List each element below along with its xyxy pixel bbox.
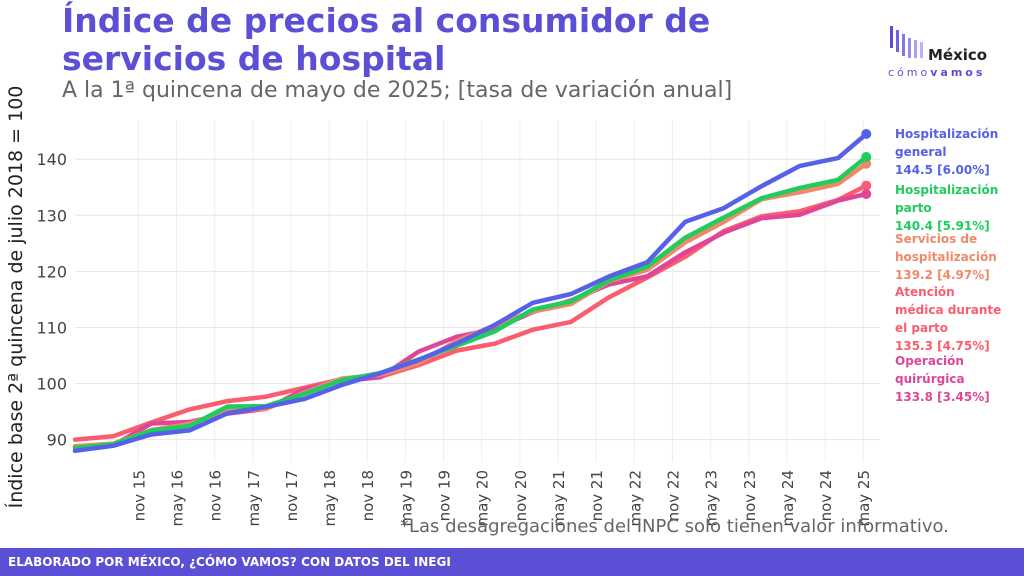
x-tick-label: nov 22 <box>664 470 682 521</box>
legend-value-label: 133.8 [3.45%] <box>895 390 990 404</box>
legend-series-name: Hospitalización general <box>895 127 998 159</box>
x-tick-label: may 22 <box>626 470 644 527</box>
footnote: *Las desagregaciones del INPC solo tiene… <box>400 516 949 537</box>
footer-text: ELABORADO POR MÉXICO, ¿CÓMO VAMOS? CON D… <box>8 555 451 569</box>
x-tick-label: nov 24 <box>817 470 835 521</box>
series-line <box>72 131 869 454</box>
footer-bar: ELABORADO POR MÉXICO, ¿CÓMO VAMOS? CON D… <box>0 548 1024 576</box>
x-tick-label: may 19 <box>397 470 415 527</box>
x-tick-label: may 18 <box>321 470 339 527</box>
legend-value-label: 135.3 [4.75%] <box>895 339 990 353</box>
x-tick-label: nov 21 <box>588 470 606 521</box>
x-tick-label: nov 23 <box>741 470 759 521</box>
y-tick-label: 140 <box>36 150 67 169</box>
legend-series-name: Servicios de hospitalización <box>895 232 997 264</box>
series-end-point <box>861 152 872 163</box>
legend-entry: Operación quirúrgica 133.8 [3.45%] <box>895 354 990 404</box>
legend-entry: Atención médica durante el parto 135.3 [4.7… <box>895 285 1001 353</box>
legend-series-name: Hospitalización parto <box>895 183 998 215</box>
legend-series-name: Operación quirúrgica <box>895 354 965 386</box>
series-end-point <box>861 129 872 140</box>
logo-text-como-vamos: cómovamos <box>888 66 986 79</box>
series-end-point <box>861 189 872 200</box>
chart-title: Índice de precios al consumidor de servi… <box>62 1 711 78</box>
y-tick-label: 130 <box>36 206 67 225</box>
series-lines <box>72 129 872 454</box>
legend-value-label: 144.5 [6.00%] <box>895 163 990 177</box>
x-tick-label: may 25 <box>855 470 873 527</box>
series-line <box>72 154 869 451</box>
x-tick-label: may 20 <box>474 470 492 527</box>
y-axis-ticks: 90 100 110 120 130 140 <box>36 150 67 449</box>
series-end-point <box>861 180 872 191</box>
x-tick-label: nov 15 <box>130 470 148 521</box>
legend-entry: Hospitalización parto 140.4 [5.91%] <box>895 183 998 233</box>
legend-series-name: Atención médica durante el parto <box>895 285 1001 335</box>
y-tick-label: 90 <box>47 431 67 450</box>
grid-lines <box>75 120 880 462</box>
y-tick-label: 120 <box>36 262 67 281</box>
y-axis-label: Índice base 2ª quincena de julio 2018 = … <box>4 86 27 509</box>
legend-value-label: 140.4 [5.91%] <box>895 219 990 233</box>
chart-subtitle: A la 1ª quincena de mayo de 2025; [tasa … <box>62 78 733 103</box>
x-axis-ticks: nov 15 may 16 nov 16 may 17 nov 17 may 18 nov … <box>130 470 873 527</box>
x-tick-label: may 23 <box>703 470 721 527</box>
x-tick-label: nov 17 <box>283 470 301 521</box>
legend-entry: Servicios de hospitalización 139.2 [4.97%] <box>895 232 997 282</box>
y-tick-label: 100 <box>36 375 67 394</box>
y-tick-label: 110 <box>36 318 67 337</box>
bars-logo-icon <box>890 26 923 58</box>
x-tick-label: nov 18 <box>359 470 377 521</box>
x-tick-label: nov 19 <box>436 470 454 521</box>
x-tick-label: may 16 <box>168 470 186 527</box>
logo-text-mexico: México <box>928 46 988 64</box>
x-tick-label: may 24 <box>779 470 797 527</box>
x-tick-label: nov 20 <box>512 470 530 521</box>
x-tick-label: may 21 <box>550 470 568 527</box>
mexico-como-vamos-logo: México cómovamos <box>888 22 1008 82</box>
legend-entry: Hospitalización general 144.5 [6.00%] <box>895 127 998 177</box>
legend-value-label: 139.2 [4.97%] <box>895 268 990 282</box>
x-tick-label: may 17 <box>245 470 263 527</box>
x-tick-label: nov 16 <box>207 470 225 521</box>
